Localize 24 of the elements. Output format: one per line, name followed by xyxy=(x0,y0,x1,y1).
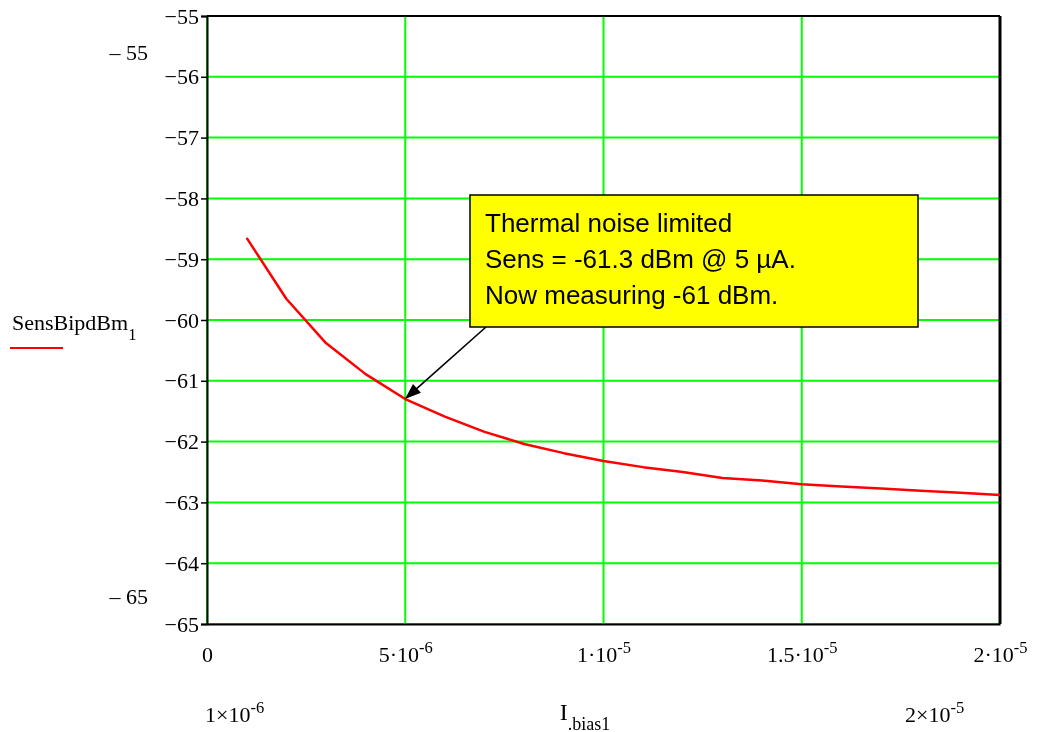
text: 1×10$^{-6}$ xyxy=(205,697,265,727)
y-tick-label: −63 xyxy=(164,489,199,515)
y-tick-label: −56 xyxy=(164,64,199,90)
text: SensBipdBm$_{1}$ xyxy=(12,310,137,344)
x-tick-label: 2·10$^{-5}$ xyxy=(973,637,1028,667)
text: – 65 xyxy=(108,584,148,609)
text: 2×10$^{-5}$ xyxy=(905,697,965,727)
x-tick-label: 0 xyxy=(202,642,213,667)
line-series xyxy=(245,236,1002,497)
y-tick-label: −57 xyxy=(164,125,199,151)
y-tick-label: −58 xyxy=(164,185,199,211)
y-tick-label: −64 xyxy=(164,550,199,576)
x-tick-label: 5·10$^{-6}$ xyxy=(378,637,433,667)
x-tick-label: 1.5·10$^{-5}$ xyxy=(766,637,838,667)
y-tick-label: −65 xyxy=(164,611,199,637)
y-tick-label: −60 xyxy=(164,307,199,333)
y-tick-label: −59 xyxy=(164,246,199,272)
y-tick-label: −55 xyxy=(164,3,199,29)
y-tick-label: −62 xyxy=(164,429,199,455)
text: – 55 xyxy=(108,40,148,65)
x-axis-title: I$_{.bias1}$ xyxy=(559,699,611,732)
y-tick-label: −61 xyxy=(164,368,199,394)
annotation: Thermal noise limited Sens = -61.3 dBm @ 5 µA. Now measuring -61 dBm. xyxy=(485,208,796,310)
x-tick-label: 1·10$^{-5}$ xyxy=(576,637,632,667)
